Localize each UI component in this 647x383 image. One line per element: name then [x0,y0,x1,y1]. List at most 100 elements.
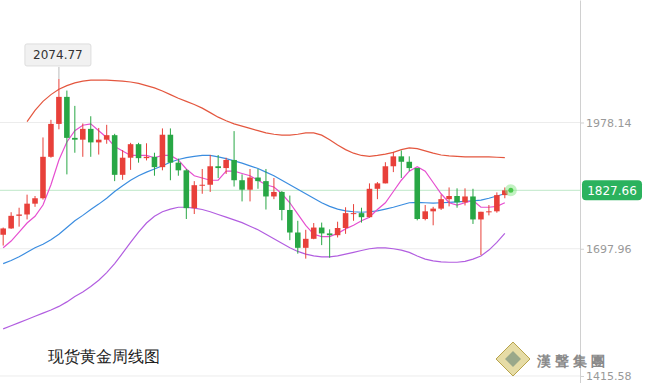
candle-wick [74,106,75,153]
candle-body [351,213,357,214]
candle-body [470,196,476,219]
candle-body [207,166,213,184]
candle-wick [488,205,489,215]
candle-body [335,228,341,235]
last-price-line [0,190,580,191]
candle-body [184,170,190,208]
candle-body [359,213,365,217]
candle-body [176,163,182,171]
candle-body [136,144,142,158]
candle-body [303,239,309,248]
tick-label: 1697.96 [586,243,632,256]
candle-wick [82,123,83,156]
candle-body [48,124,54,157]
axis-line [580,1,581,383]
candle-body [32,198,38,203]
candle-body [327,233,333,235]
candle-body [271,192,277,197]
candle-body [144,157,150,158]
candle-body [295,233,301,248]
candle-body [88,129,94,143]
candle-body [406,162,412,168]
tick-label: 1978.14 [586,117,632,130]
candle-body [191,185,197,208]
candle-body [422,211,428,219]
tick-mark [580,122,584,123]
tick: 1978.14 [580,117,632,130]
candle-body [112,135,118,175]
candle-body [8,216,14,229]
candle-body [279,192,285,210]
candle-body [454,196,460,202]
candle-body [319,228,325,234]
watermark-text: 漢聲集團 [536,353,609,369]
candle-body [215,166,221,168]
candle-body [462,196,468,202]
candle-body [446,196,452,199]
last-price-badge: 1827.66 [582,180,642,200]
candle-body [160,135,166,167]
candle-wick [353,204,354,221]
candle-body [40,157,46,198]
badge-label: 1827.66 [587,184,637,198]
candle-body [239,180,245,189]
candle-body [24,204,30,215]
candle-body [494,195,500,211]
candle-body [343,213,349,228]
candle-body [287,210,293,233]
candle-body [104,135,110,140]
annotation-label: 2074.77 [33,48,83,62]
candle-body [16,214,22,215]
candle-body [120,158,126,175]
candle-body [0,228,6,234]
candle-wick [321,223,322,246]
candle-body [399,156,405,161]
candle-wick [202,169,203,194]
annotation: 2074.77 [25,44,91,79]
candle-body [56,97,62,124]
candle-body [152,157,158,167]
candle-body [375,183,381,188]
tick: 1697.96 [580,243,632,256]
candle-body [64,97,70,138]
candle-body [478,212,484,220]
candle-body [247,178,253,190]
candle-body [383,166,389,183]
candle-body [168,135,174,163]
candle-body [223,160,229,168]
candle-body [263,181,269,196]
candle-body [438,199,444,208]
grid [0,122,580,375]
tick: 1415.58 [580,370,632,383]
series-line [3,207,505,329]
candle-body [430,209,436,212]
candle-body [72,138,78,140]
logo-inner [505,351,521,367]
plot-area [0,79,580,329]
candle-wick [19,208,20,227]
tick-label: 1415.58 [586,370,632,383]
candle-body [255,178,261,182]
candle-body [199,185,205,186]
annotation-box [25,44,91,66]
grid-line [0,375,580,376]
candle-body [486,211,492,212]
candle-body [414,168,420,219]
candle-body [80,129,86,140]
chart-title: 现货黄金周线图 [48,347,160,366]
candle-body [231,160,237,180]
grid-line [0,122,580,123]
logo-diamond [496,342,530,376]
tick-mark [580,249,584,250]
candle-wick [106,125,107,144]
candle-body [128,144,134,158]
annotation-connector [58,67,59,79]
last-price-dot [508,188,513,193]
candle-body [311,228,317,239]
series-line [27,80,505,158]
candle-body [96,140,102,143]
candle-body [367,189,373,217]
tick-mark [580,376,584,377]
candles [0,79,507,259]
candle-body [391,156,397,166]
